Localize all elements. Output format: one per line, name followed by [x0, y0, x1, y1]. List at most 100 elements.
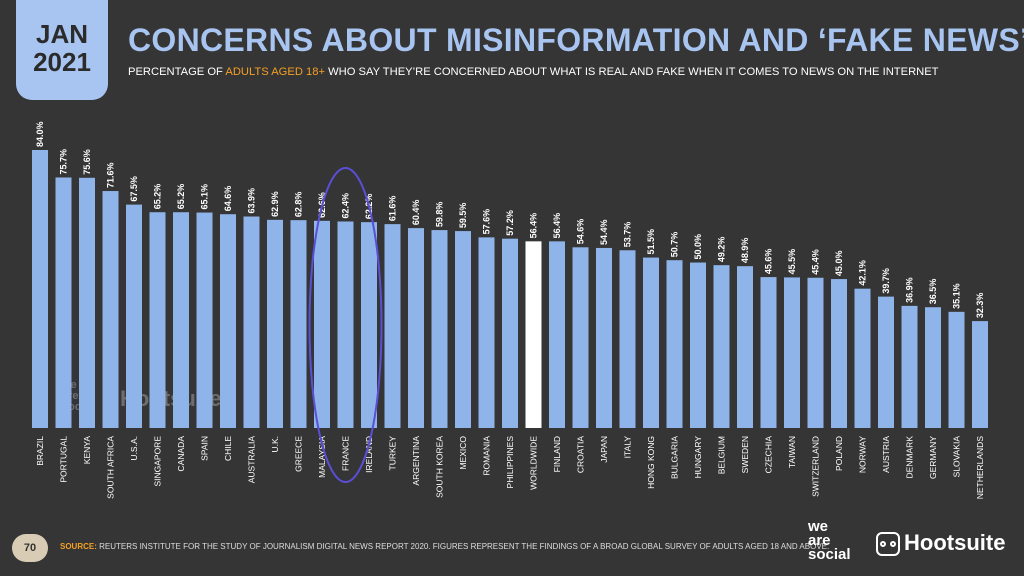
bar-austria — [878, 296, 894, 428]
bar-u-k- — [267, 219, 283, 428]
bar-finland — [549, 241, 565, 428]
value-label: 36.5% — [928, 279, 938, 305]
category-label: ARGENTINA — [411, 436, 421, 486]
page-subtitle: PERCENTAGE OF ADULTS AGED 18+ WHO SAY TH… — [128, 66, 939, 78]
bar-australia — [243, 216, 260, 428]
value-label: 53.7% — [623, 222, 633, 248]
value-label: 84.0% — [35, 121, 45, 147]
category-label: DENMARK — [905, 436, 915, 479]
bar-france — [337, 221, 354, 428]
category-label: CROATIA — [576, 436, 586, 473]
category-label: BULGARIA — [670, 436, 680, 479]
value-label: 65.2% — [153, 184, 163, 210]
value-label: 36.9% — [905, 277, 915, 303]
bar-romania — [478, 237, 495, 428]
bar-bulgaria — [666, 260, 683, 428]
bar-netherlands — [972, 321, 988, 428]
value-label: 64.6% — [223, 186, 233, 212]
bar-slovakia — [948, 311, 965, 428]
category-label: SINGAPORE — [153, 436, 163, 487]
bar-croatia — [572, 247, 589, 428]
bar-south-africa — [102, 191, 119, 428]
bar-brazil — [32, 150, 48, 428]
category-label: HONG KONG — [646, 436, 656, 489]
category-label: U.S.A. — [129, 436, 139, 461]
value-label: 62.8% — [294, 192, 304, 218]
date-badge: JAN 2021 — [16, 0, 108, 100]
bar-south-korea — [431, 230, 448, 428]
category-label: AUSTRIA — [881, 436, 891, 473]
hootsuite-logo: Hootsuite — [876, 530, 1005, 557]
category-label: GREECE — [294, 436, 304, 472]
value-label: 71.6% — [106, 163, 116, 189]
subtitle-post: WHO SAY THEY’RE CONCERNED ABOUT WHAT IS … — [324, 66, 939, 78]
value-label: 54.6% — [576, 219, 586, 245]
value-label: 59.5% — [458, 203, 468, 229]
category-label: CANADA — [176, 436, 186, 472]
category-label: MEXICO — [458, 436, 468, 470]
bar-u-s-a- — [126, 204, 142, 428]
value-label: 50.7% — [670, 232, 680, 258]
value-label: 75.6% — [82, 149, 92, 175]
bar-sweden — [737, 266, 753, 428]
category-label: NETHERLANDS — [975, 436, 985, 500]
category-label: PORTUGAL — [59, 436, 69, 483]
bar-turkey — [384, 224, 401, 428]
category-label: JAPAN — [599, 436, 609, 463]
bar-czechia — [760, 277, 777, 428]
category-label: NORWAY — [858, 436, 868, 473]
category-label: SPAIN — [200, 436, 210, 461]
bar-worldwide — [525, 241, 542, 428]
bar-poland — [831, 279, 847, 428]
value-label: 56.4% — [529, 213, 539, 239]
category-label: IRELAND — [364, 436, 374, 473]
value-label: 51.5% — [646, 229, 656, 255]
category-label: PHILIPPINES — [505, 436, 515, 489]
value-label: 62.4% — [341, 193, 351, 219]
category-label: BRAZIL — [35, 436, 45, 466]
value-label: 50.0% — [693, 234, 703, 260]
bar-philippines — [502, 238, 518, 428]
value-label: 45.5% — [787, 249, 797, 275]
bar-hungary — [690, 262, 706, 428]
source-note: SOURCE: REUTERS INSTITUTE FOR THE STUDY … — [60, 542, 829, 551]
category-label: SOUTH AFRICA — [106, 436, 116, 499]
bar-taiwan — [784, 277, 800, 428]
category-label: ITALY — [623, 436, 633, 459]
bar-japan — [596, 247, 612, 428]
value-label: 42.1% — [858, 260, 868, 286]
value-label: 45.0% — [834, 251, 844, 277]
category-label: CZECHIA — [764, 436, 774, 474]
highlight-circle — [308, 167, 383, 483]
owl-icon — [876, 532, 900, 557]
page-number: 70 — [12, 534, 48, 562]
bar-singapore — [149, 212, 166, 428]
bar-germany — [925, 307, 941, 428]
bar-argentina — [408, 228, 424, 428]
value-label: 56.4% — [552, 213, 562, 239]
category-label: SWEDEN — [740, 436, 750, 473]
value-label: 54.4% — [599, 219, 609, 245]
value-label: 62.9% — [270, 191, 280, 217]
bar-hong-kong — [643, 257, 659, 428]
category-label: SLOVAKIA — [952, 436, 962, 478]
category-label: WORLDWIDE — [529, 436, 539, 490]
value-label: 48.9% — [740, 238, 750, 264]
value-label: 61.6% — [388, 196, 398, 222]
bar-norway — [854, 288, 871, 428]
subtitle-highlight: ADULTS AGED 18+ — [225, 66, 325, 78]
source-label: SOURCE: — [60, 542, 97, 551]
bar-malaysia — [314, 220, 330, 428]
date-year: 2021 — [33, 47, 91, 77]
category-label: ROMANIA — [482, 436, 492, 476]
bar-chile — [220, 214, 236, 428]
category-label: AUSTRALIA — [247, 436, 257, 484]
category-label: TURKEY — [388, 436, 398, 471]
category-label: KENYA — [82, 436, 92, 465]
value-label: 49.2% — [717, 237, 727, 263]
value-label: 39.7% — [881, 268, 891, 294]
subtitle-pre: PERCENTAGE OF — [128, 66, 226, 78]
category-label: U.K. — [270, 436, 280, 453]
value-label: 67.5% — [129, 176, 139, 202]
